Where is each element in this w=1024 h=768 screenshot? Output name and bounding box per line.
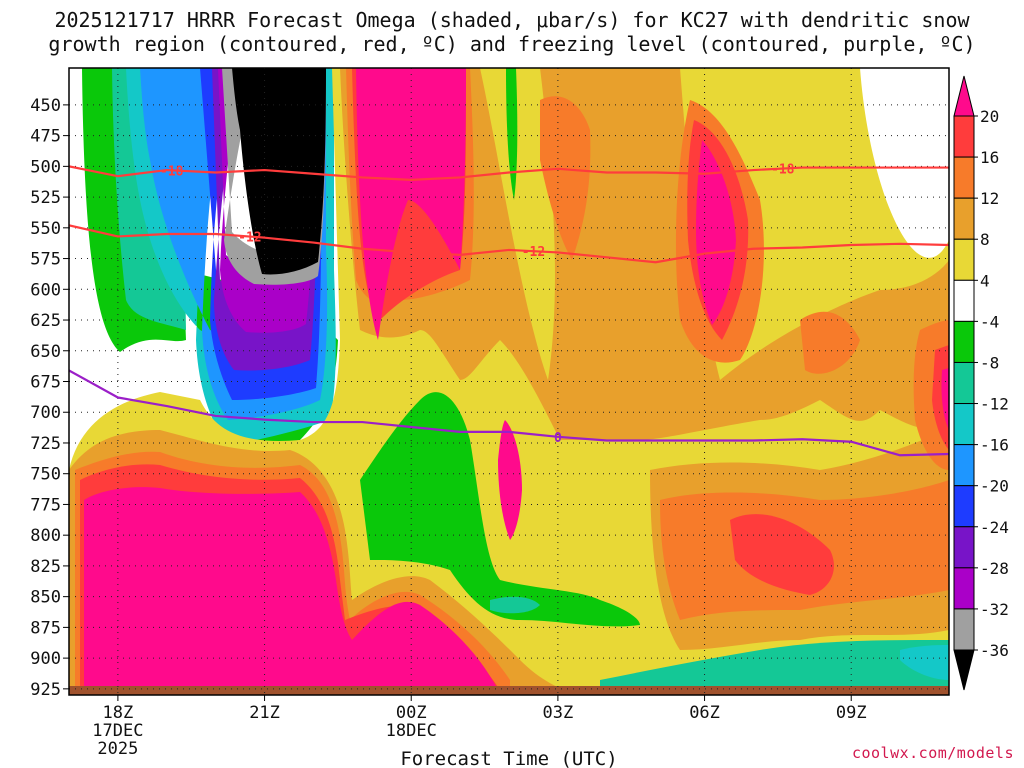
omega-bin-plus-20-mid xyxy=(498,420,522,540)
colorbar-bin-12-16 xyxy=(953,156,975,199)
x-axis-label: Forecast Time (UTC) xyxy=(400,748,617,768)
contour-label-0-0: 0 xyxy=(554,431,562,446)
gridlines xyxy=(69,68,949,695)
y-tick-label-650: 650 xyxy=(30,342,61,362)
colorbar-bin--20 to -16 xyxy=(953,444,975,487)
omega-bin-plus-12-b xyxy=(540,96,591,260)
colorbar-bin--24 to -20 xyxy=(953,485,975,528)
y-tick-label-900: 900 xyxy=(30,649,61,669)
colorbar-label-20: 20 xyxy=(980,107,999,126)
y-tick-label-925: 925 xyxy=(30,680,61,700)
y-tick-label-800: 800 xyxy=(30,526,61,546)
contour-label--18-0: -18 xyxy=(160,164,184,179)
colorbar-label-12: 12 xyxy=(980,189,999,208)
omega-bin-plus-20-right xyxy=(941,368,949,430)
colorbar: 20 16 12 8 4 -4 -8 -12 -16 -20 -24 -28 -32 -36 xyxy=(953,75,1009,691)
colorbar-bin--28 to -24 xyxy=(953,526,975,569)
y-tick-label-625: 625 xyxy=(30,311,61,331)
omega-bin-plus-12-d xyxy=(800,311,860,374)
omega-bin-plus-20-b xyxy=(696,140,736,325)
omega-bin-minus-20 xyxy=(140,68,328,420)
omega-shading xyxy=(69,68,949,695)
y-tick-label-500: 500 xyxy=(30,157,61,177)
colorbar-bin-8-12 xyxy=(953,197,975,240)
x-tick-year-18Z: 2025 xyxy=(97,739,138,759)
colorbar-bin--36 to -32 xyxy=(953,608,975,651)
x-tick-label-18Z: 18Z xyxy=(103,703,134,723)
omega-bin-minus-16-lower xyxy=(900,645,949,680)
contour-lines: -18 -18 -12 -12 0 xyxy=(69,163,949,457)
omega-bin-minus-8-upper-sliver xyxy=(506,68,518,200)
y-tick-label-700: 700 xyxy=(30,403,61,423)
x-tick-label-03Z: 03Z xyxy=(543,703,574,723)
x-tick-label-21Z: 21Z xyxy=(249,703,280,723)
colorbar-label--28: -28 xyxy=(980,559,1009,578)
colorbar-label--24: -24 xyxy=(980,518,1009,537)
omega-bin-plus-20-lower xyxy=(84,487,498,695)
contour-label--12-1: -12 xyxy=(522,245,545,260)
y-tick-label-575: 575 xyxy=(30,250,61,270)
colorbar-label-16: 16 xyxy=(980,148,999,167)
colorbar-label-8: 8 xyxy=(980,230,990,249)
y-axis: 450 475 500 525 550 575 600 625 650 675 700 725 750 7… xyxy=(30,96,69,700)
colorbar-label--12: -12 xyxy=(980,395,1009,414)
x-tick-date-18Z: 17DEC xyxy=(92,721,143,741)
x-tick-label-06Z: 06Z xyxy=(689,703,720,723)
colorbar-bin-20+ xyxy=(953,75,975,117)
colorbar-label--32: -32 xyxy=(980,600,1009,619)
y-tick-label-450: 450 xyxy=(30,96,61,116)
contour-label--18-1: -18 xyxy=(771,163,795,178)
colorbar-label--4: -4 xyxy=(980,312,999,331)
contour-label--12-0: -12 xyxy=(238,231,261,246)
credit-text: coolwx.com/models xyxy=(851,744,1014,762)
omega-bin-minus-24 xyxy=(200,68,322,400)
chart-title-line-2: growth region (contoured, red, ºC) and f… xyxy=(48,32,976,56)
y-tick-label-475: 475 xyxy=(30,127,61,147)
colorbar-label--8: -8 xyxy=(980,353,999,372)
x-tick-label-09Z: 09Z xyxy=(836,703,867,723)
omega-bin-plus-16-mid xyxy=(730,514,834,595)
colorbar-label--36: -36 xyxy=(980,641,1009,660)
colorbar-label-4: 4 xyxy=(980,271,990,290)
chart-title-line-1: 2025121717 HRRR Forecast Omega (shaded, … xyxy=(54,8,970,32)
contour-line--12 xyxy=(69,224,949,264)
y-tick-label-600: 600 xyxy=(30,280,61,300)
omega-bin-minus-12-lower xyxy=(600,640,949,695)
colorbar-label--20: -20 xyxy=(980,477,1009,496)
x-tick-date-00Z: 18DEC xyxy=(386,721,437,741)
y-tick-label-750: 750 xyxy=(30,465,61,485)
colorbar-bin--12 to -8 xyxy=(953,361,975,405)
colorbar-bin--4 to 4 xyxy=(953,279,975,322)
contour-line-0 xyxy=(69,369,949,457)
colorbar-bin--16 to -12 xyxy=(953,403,975,446)
omega-bin-plus-20-a xyxy=(356,68,466,340)
colorbar-bin-< -36 xyxy=(953,649,975,691)
y-tick-label-725: 725 xyxy=(30,434,61,454)
colorbar-label--16: -16 xyxy=(980,436,1009,455)
y-tick-label-850: 850 xyxy=(30,588,61,608)
omega-bin-minus-8-mid xyxy=(360,392,640,627)
y-tick-label-675: 675 xyxy=(30,373,61,393)
colorbar-bin--8 to -4 xyxy=(953,320,975,363)
omega-bin-minus-12-mid xyxy=(490,596,540,614)
colorbar-bin-4-8 xyxy=(953,238,975,281)
ground-strip xyxy=(69,686,949,695)
x-tick-label-00Z: 00Z xyxy=(396,703,427,723)
omega-bin-plus-8 xyxy=(340,68,949,440)
y-tick-label-550: 550 xyxy=(30,219,61,239)
y-tick-label-875: 875 xyxy=(30,618,61,638)
y-tick-label-525: 525 xyxy=(30,188,61,208)
contour-line--18 xyxy=(69,165,949,181)
colorbar-bin-16-20 xyxy=(953,115,975,158)
colorbar-bin--32 to -28 xyxy=(953,567,975,610)
y-tick-label-825: 825 xyxy=(30,557,61,577)
y-tick-label-775: 775 xyxy=(30,495,61,515)
